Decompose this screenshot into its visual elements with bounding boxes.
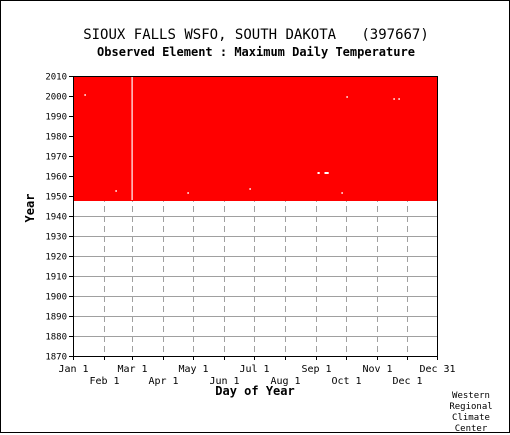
y-tick-label: 1880 [45,333,67,343]
axes-layer [69,76,438,360]
x-tick-label: Apr 1 [148,376,178,387]
data-layer [73,76,437,201]
chart-subtitle: Observed Element : Maximum Daily Tempera… [97,45,415,59]
y-tick-label: 1990 [45,113,67,123]
missing-data-mark [398,98,400,100]
y-tick-label: 1960 [45,173,67,183]
tick-labels-layer: 2010 2000 1990 1980 1970 1960 1950 1940 1930 1920… [45,73,455,388]
missing-data-mark [324,172,326,174]
missing-data-mark [341,192,343,194]
y-tick-label: 1900 [45,293,67,303]
credit-line: Western [452,391,490,401]
missing-data-layer [84,76,400,200]
missing-data-mark [327,172,329,174]
y-tick-label: 1910 [45,273,67,283]
chart-title: SIOUX FALLS WSFO, SOUTH DAKOTA (397667) [83,27,429,43]
x-tick-label: Dec 31 [419,364,455,375]
missing-data-mark [326,172,328,174]
y-tick-label: 2010 [45,73,67,83]
observed-data-block [73,76,437,201]
y-tick-label: 1890 [45,313,67,323]
x-axis-title: Day of Year [215,384,294,398]
credit-line: Climate [452,413,490,423]
missing-data-mark [249,188,251,190]
x-tick-label: Dec 1 [392,376,422,387]
credit-line: Center [454,424,488,434]
missing-data-mark [346,96,348,98]
x-tick-label: Oct 1 [331,376,361,387]
missing-data-mark [115,190,117,192]
x-tick-label: Feb 1 [89,376,119,387]
x-tick-label: May 1 [178,364,208,375]
missing-data-mark [393,98,395,100]
y-tick-label: 1950 [45,193,67,203]
x-tick-label: Sep 1 [301,364,331,375]
y-tick-label: 1980 [45,133,67,143]
missing-data-mark [318,172,320,174]
y-tick-label: 1940 [45,213,67,223]
x-tick-label: Nov 1 [362,364,392,375]
y-tick-label: 1870 [45,353,67,363]
wrcc-credit: Western Regional Climate Center [449,391,493,435]
y-tick-label: 2000 [45,93,67,103]
missing-data-mark [317,172,319,174]
missing-data-mark [84,94,86,96]
x-tick-label: Mar 1 [117,364,147,375]
x-tick-label: Aug 1 [270,376,300,387]
plot-border [73,76,438,357]
y-tick-label: 1970 [45,153,67,163]
x-tick-label: Jul 1 [239,364,269,375]
x-tick-label: Jan 1 [58,364,88,375]
y-axis-title: Year [23,194,37,223]
missing-data-mark [187,192,189,194]
missing-data-mark [325,172,327,174]
missing-data-mark [131,76,133,200]
x-tick-label: Jun 1 [209,376,239,387]
credit-line: Regional [449,402,493,412]
y-tick-label: 1920 [45,253,67,263]
y-tick-label: 1930 [45,233,67,243]
